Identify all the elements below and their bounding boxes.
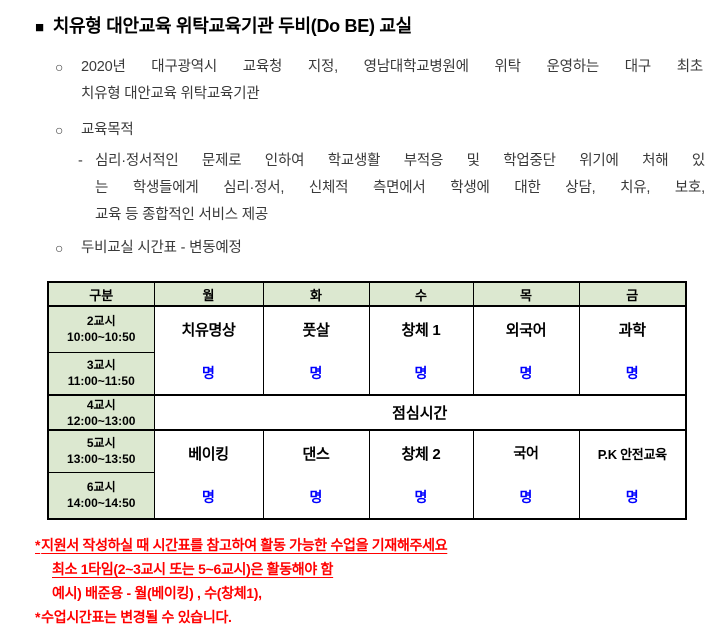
purpose-sub-line-2: 는 학생들에게 심리·정서, 신체적 측면에서 학생에 대한 상담, 치유, 보… xyxy=(95,180,705,196)
subject-cell-fri-morning: 과학 명 xyxy=(578,305,687,396)
period-label: 5교시 xyxy=(86,436,116,451)
subject-cell-tue-morning: 풋살 명 xyxy=(262,305,370,396)
footnotes: *지원서 작성하실 때 시간표를 참고하여 활동 가능한 수업을 기재해주세요 … xyxy=(35,533,716,629)
asterisk-marker: * xyxy=(35,537,41,553)
footnote-line-4: *수업시간표는 변경될 수 있습니다. xyxy=(35,605,716,629)
header-cell-thursday: 목 xyxy=(472,281,580,307)
subject-name: 창체 1 xyxy=(401,321,441,339)
square-bullet-icon: ■ xyxy=(35,19,44,36)
header-cell-monday: 월 xyxy=(153,281,264,307)
document-page: ■ 치유형 대안교육 위탁교육기관 두비(Do BE) 교실 ○ 2020년 대구… xyxy=(0,14,716,629)
bullet-item-timetable-label: 두비교실 시간표 - 변동예정 xyxy=(81,240,242,256)
overview-line-1: 2020년 대구광역시 교육청 지정, 영남대학교병원에 위탁 운영하는 대구 … xyxy=(81,59,703,75)
asterisk-marker: * xyxy=(35,609,41,625)
subject-cell-thu-morning: 외국어 명 xyxy=(472,305,580,396)
capacity-label: 명 xyxy=(625,364,639,381)
period-cell-6: 6교시 14:00~14:50 xyxy=(47,471,155,520)
dash-marker: - xyxy=(78,153,83,169)
capacity-label: 명 xyxy=(202,488,215,505)
capacity-label: 명 xyxy=(202,364,215,381)
purpose-sub-line-1: 심리·정서적인 문제로 인하여 학교생활 부적응 및 학업중단 위기에 처해 있 xyxy=(95,153,705,169)
table-row-period-2: 2교시 10:00~10:50 치유명상 명 풋살 명 창체 1 명 외국어 xyxy=(47,305,687,396)
period-time: 12:00~13:00 xyxy=(67,413,136,428)
subject-name: 치유명상 xyxy=(181,321,236,339)
table-row-period-5: 5교시 13:00~13:50 베이킹 명 댄스 명 창체 2 명 국어 명 xyxy=(47,429,687,520)
purpose-sub-line-3: 교육 등 종합적인 서비스 제공 xyxy=(95,207,268,223)
table-row-lunch: 4교시 12:00~13:00 점심시간 xyxy=(47,394,687,431)
header-cell-category: 구분 xyxy=(47,281,155,307)
subject-cell-wed-afternoon: 창체 2 명 xyxy=(368,429,474,520)
table-row-period-6: 6교시 14:00~14:50 xyxy=(47,471,686,520)
subject-cell-tue-afternoon: 댄스 명 xyxy=(262,429,370,520)
capacity-label: 명 xyxy=(414,364,428,381)
subject-name: 외국어 xyxy=(505,321,547,339)
footnote-text: 지원서 작성하실 때 시간표를 참고하여 활동 가능한 수업을 기재해주세요 xyxy=(41,537,448,553)
period-cell-2: 2교시 10:00~10:50 xyxy=(47,305,155,353)
bullet-item-timetable: ○ 두비교실 시간표 - 변동예정 xyxy=(55,235,703,262)
subject-cell-wed-morning: 창체 1 명 xyxy=(368,305,474,396)
capacity-label: 명 xyxy=(519,364,533,381)
circle-bullet-icon: ○ xyxy=(55,240,64,256)
header-cell-tuesday: 화 xyxy=(262,281,370,307)
subject-cell-fri-afternoon: P.K 안전교육 명 xyxy=(578,429,687,520)
table-row-period-3: 3교시 11:00~11:50 xyxy=(47,351,686,396)
capacity-label: 명 xyxy=(625,488,639,505)
bullet-item-purpose-label: 교육목적 xyxy=(81,122,134,138)
period-time: 10:00~10:50 xyxy=(67,330,136,345)
subject-name: 창체 2 xyxy=(401,445,441,463)
period-time: 13:00~13:50 xyxy=(67,452,136,467)
footnote-text: 수업시간표는 변경될 수 있습니다. xyxy=(41,609,232,625)
subject-name: 풋살 xyxy=(302,321,330,339)
subject-name: 과학 xyxy=(618,321,646,339)
subject-name: 댄스 xyxy=(302,445,330,463)
subject-name: P.K 안전교육 xyxy=(597,446,667,462)
period-time: 11:00~11:50 xyxy=(67,374,135,389)
header-cell-wednesday: 수 xyxy=(368,281,474,307)
period-cell-5: 5교시 13:00~13:50 xyxy=(47,429,155,473)
footnote-line-1: *지원서 작성하실 때 시간표를 참고하여 활동 가능한 수업을 기재해주세요 xyxy=(35,533,716,557)
footnote-line-2: 최소 1타임(2~3교시 또는 5~6교시)은 활동해야 함 xyxy=(52,561,334,577)
subject-cell-mon-morning: 치유명상 명 xyxy=(153,305,264,396)
timetable: 구분 월 화 수 목 금 2교시 10:00~10:50 치유명상 명 풋살 xyxy=(47,281,687,520)
capacity-label: 명 xyxy=(309,488,323,505)
period-time: 14:00~14:50 xyxy=(67,496,136,511)
circle-bullet-icon: ○ xyxy=(55,59,64,75)
subject-name: 국어 xyxy=(513,445,539,461)
bullet-item-overview-text: 2020년 대구광역시 교육청 지정, 영남대학교병원에 위탁 운영하는 대구 … xyxy=(81,54,703,108)
timetable-header-row: 구분 월 화 수 목 금 xyxy=(47,281,687,307)
period-label: 3교시 xyxy=(86,358,116,373)
capacity-label: 명 xyxy=(414,488,428,505)
capacity-label: 명 xyxy=(309,364,323,381)
page-title-text: 치유형 대안교육 위탁교육기관 두비(Do BE) 교실 xyxy=(52,16,412,36)
header-cell-friday: 금 xyxy=(578,281,687,307)
subject-cell-thu-afternoon: 국어 명 xyxy=(472,429,580,520)
circle-bullet-icon: ○ xyxy=(55,122,64,138)
footnote-line-3: 예시) 배준용 - 월(베이킹) , 수(창체1), xyxy=(52,585,262,601)
period-cell-4: 4교시 12:00~13:00 xyxy=(47,394,155,431)
bullet-item-purpose: ○ 교육목적 xyxy=(55,117,703,144)
purpose-sub-text: 심리·정서적인 문제로 인하여 학교생활 부적응 및 학업중단 위기에 처해 있… xyxy=(95,148,705,229)
subject-name: 베이킹 xyxy=(188,445,229,463)
period-label: 4교시 xyxy=(86,397,116,412)
period-cell-3: 3교시 11:00~11:50 xyxy=(47,351,155,396)
subject-cell-mon-afternoon: 베이킹 명 xyxy=(153,429,264,520)
lunch-cell: 점심시간 xyxy=(153,394,687,431)
period-label: 2교시 xyxy=(86,314,116,329)
overview-line-2: 치유형 대안교육 위탁교육기관 xyxy=(81,86,260,102)
capacity-label: 명 xyxy=(519,488,533,505)
page-title: ■ 치유형 대안교육 위탁교육기관 두비(Do BE) 교실 xyxy=(35,14,700,40)
period-label: 6교시 xyxy=(86,480,116,495)
bullet-item-overview: ○ 2020년 대구광역시 교육청 지정, 영남대학교병원에 위탁 운영하는 대… xyxy=(55,54,703,108)
purpose-sub-item: - 심리·정서적인 문제로 인하여 학교생활 부적응 및 학업중단 위기에 처해… xyxy=(78,148,705,229)
